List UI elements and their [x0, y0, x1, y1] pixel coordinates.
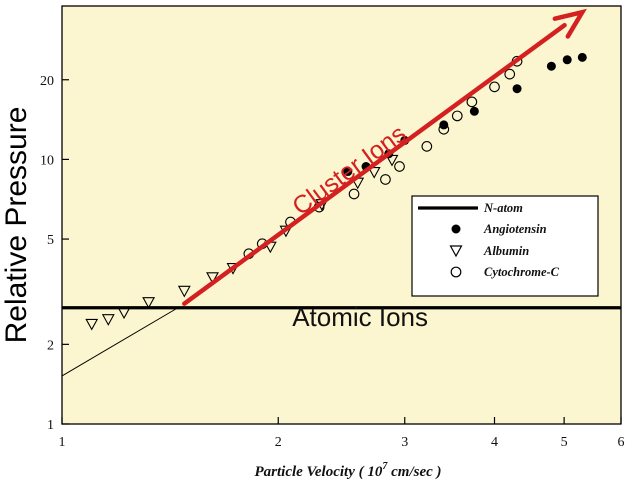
cluster-arrowhead: [552, 8, 587, 39]
x-axis-label-suffix: cm/sec ): [387, 464, 441, 480]
point-albumin: [85, 318, 99, 331]
annotation-atomic-ions: Atomic Ions: [292, 302, 428, 332]
point-albumin: [101, 314, 115, 326]
point-cytochrome-c: [348, 188, 360, 200]
legend: N-atom Angiotensin Albumin Cytochrome-C: [411, 195, 599, 297]
plot-frame: [61, 5, 622, 425]
legend-marker-angiotensin: [451, 224, 461, 234]
point-angiotensin: [562, 55, 572, 65]
point-angiotensin: [577, 52, 587, 62]
x-axis-label-exponent: 7: [382, 461, 388, 472]
legend-marker-cytochrome-c: [450, 266, 462, 278]
x-tick-label: 6: [618, 435, 625, 450]
point-cytochrome-c: [489, 81, 500, 93]
legend-label-angiotensin: Angiotensin: [483, 222, 547, 236]
y-tick-label: 10: [40, 153, 54, 168]
point-cytochrome-c: [451, 110, 463, 122]
point-albumin: [142, 297, 156, 309]
x-tick-label: 1: [59, 435, 66, 450]
point-albumin: [177, 285, 191, 298]
point-angiotensin: [343, 167, 353, 177]
point-cytochrome-c: [394, 161, 405, 172]
point-cytochrome-c: [504, 68, 516, 80]
legend-label-n-atom: N-atom: [483, 201, 523, 215]
point-cytochrome-c: [421, 141, 433, 152]
x-tick-label: 3: [401, 435, 408, 450]
x-tick-label: 4: [491, 435, 498, 450]
legend-box: [411, 195, 599, 297]
y-axis-label: Relative Pressure: [0, 107, 33, 344]
point-cytochrome-c: [466, 96, 478, 108]
legend-marker-albumin: [449, 245, 463, 258]
y-tick-label: 2: [47, 338, 54, 353]
legend-label-albumin: Albumin: [483, 244, 529, 258]
x-axis-label-prefix: Particle Velocity ( 10: [254, 464, 382, 480]
y-tick-label: 20: [40, 74, 54, 89]
point-angiotensin: [512, 84, 522, 94]
point-cytochrome-c: [438, 123, 450, 135]
x-tick-label: 2: [275, 435, 282, 450]
y-tick-label: 1: [47, 418, 54, 433]
point-angiotensin: [469, 106, 479, 116]
point-angiotensin: [546, 61, 556, 71]
legend-label-cytochrome-c: Cytochrome-C: [484, 265, 560, 279]
trend-line: [61, 307, 179, 377]
point-albumin: [367, 166, 381, 179]
y-tick-label: 5: [47, 233, 54, 248]
x-axis-label: Particle Velocity ( 107 cm/sec ): [254, 461, 441, 480]
point-albumin: [206, 272, 219, 284]
point-albumin: [117, 307, 131, 320]
x-tick-label: 5: [561, 435, 568, 450]
point-cytochrome-c: [380, 174, 391, 185]
cluster-arrow-shaft: [182, 22, 567, 306]
point-albumin: [385, 154, 399, 167]
